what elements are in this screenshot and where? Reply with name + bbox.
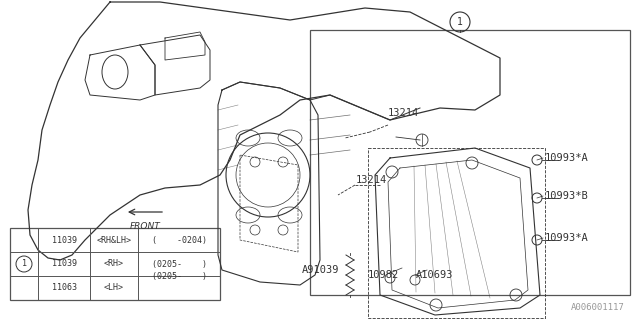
Text: FRONT: FRONT [130,222,161,231]
Bar [10,228,220,300]
Text: 1: 1 [22,260,26,268]
Text: 10982: 10982 [368,270,399,280]
Text: A10693: A10693 [416,270,454,280]
Text: A006001117: A006001117 [572,303,625,312]
Bar [310,30,630,295]
Text: (0205-    ): (0205- ) [152,271,207,281]
Text: 13214: 13214 [388,108,419,118]
Text: (    -0204): ( -0204) [152,236,207,244]
Text: 11063: 11063 [51,284,77,292]
Text: <LH>: <LH> [104,284,124,292]
Text: 1: 1 [457,17,463,27]
Text: (0205-    ): (0205- ) [152,260,207,268]
Text: 11039: 11039 [51,236,77,244]
Text: 10993*A: 10993*A [545,153,589,163]
Text: <RH>: <RH> [104,260,124,268]
Text: 11039: 11039 [51,260,77,268]
Text: A91039: A91039 [302,265,339,275]
Text: <RH&LH>: <RH&LH> [97,236,131,244]
Text: 10993*A: 10993*A [545,233,589,243]
Text: 13214: 13214 [356,175,387,185]
Text: 10993*B: 10993*B [545,191,589,201]
